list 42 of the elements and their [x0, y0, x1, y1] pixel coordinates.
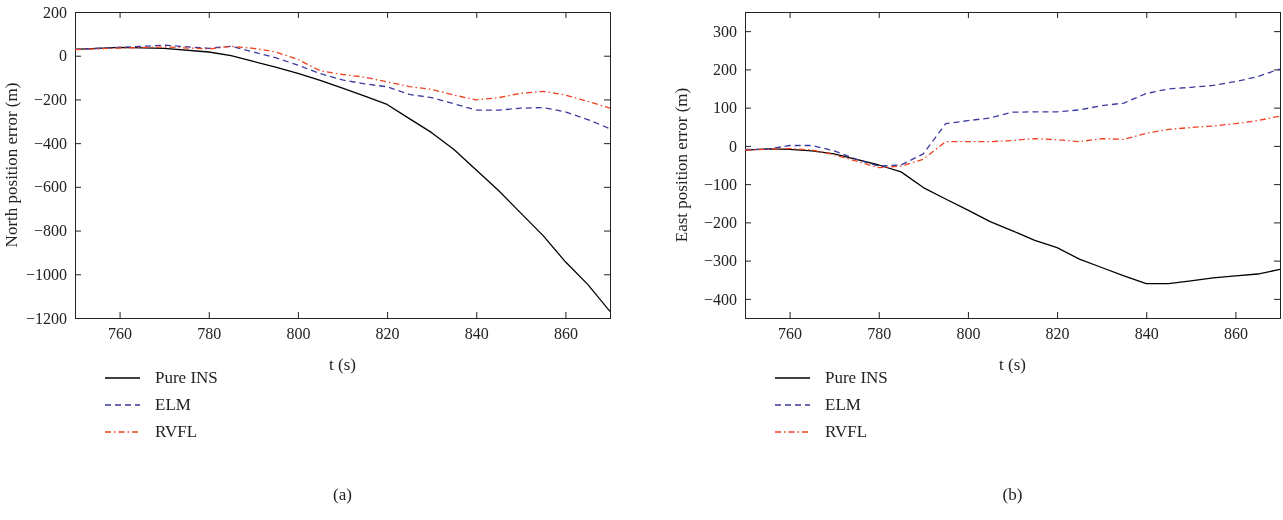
y-tick-label: 0	[59, 47, 67, 65]
legend-label: RVFL	[825, 422, 868, 441]
x-tick-label: 840	[1134, 325, 1159, 343]
text: (b)	[1002, 485, 1023, 504]
x-tick-label: 860	[553, 325, 578, 343]
x-tick-label: 760	[108, 325, 133, 343]
text: (a)	[333, 485, 352, 504]
x-tick-label: 780	[867, 325, 892, 343]
y-axis-title: North position error (m)	[2, 82, 21, 248]
x-tick-label: 800	[956, 325, 981, 343]
x-axis-title: t (s)	[329, 355, 356, 374]
line-series	[75, 45, 610, 109]
y-tick-label: −600	[33, 178, 67, 196]
y-tick-label: −300	[703, 252, 737, 270]
legend-label: ELM	[825, 395, 861, 414]
y-axis-title: East position error (m)	[672, 87, 691, 243]
y-tick-label: 100	[713, 99, 737, 117]
x-tick-label: 820	[375, 325, 400, 343]
y-tick-label: −200	[33, 91, 67, 109]
y-tick-label: −200	[703, 213, 737, 231]
y-tick-label: −400	[33, 134, 67, 152]
x-tick-label: 760	[778, 325, 803, 343]
x-axis-title: t (s)	[999, 355, 1026, 374]
y-tick-label: −1200	[25, 309, 67, 327]
legend-label: Pure INS	[825, 368, 888, 387]
y-tick-label: −100	[703, 175, 737, 193]
x-tick-label: 860	[1223, 325, 1248, 343]
y-tick-label: −400	[703, 290, 737, 308]
x-tick-label: 800	[286, 325, 311, 343]
line-series	[745, 115, 1280, 169]
legend-label: ELM	[155, 395, 191, 414]
y-tick-label: −1000	[25, 265, 67, 283]
legend-label: RVFL	[155, 422, 198, 441]
x-tick-label: 780	[197, 325, 222, 343]
x-tick-label: 840	[464, 325, 489, 343]
y-tick-label: 0	[729, 137, 737, 155]
y-tick-label: −800	[33, 222, 67, 240]
y-tick-label: 300	[713, 22, 737, 40]
y-tick-label: 200	[43, 3, 67, 21]
x-tick-label: 820	[1045, 325, 1070, 343]
y-tick-label: 200	[713, 60, 737, 78]
legend-label: Pure INS	[155, 368, 218, 387]
